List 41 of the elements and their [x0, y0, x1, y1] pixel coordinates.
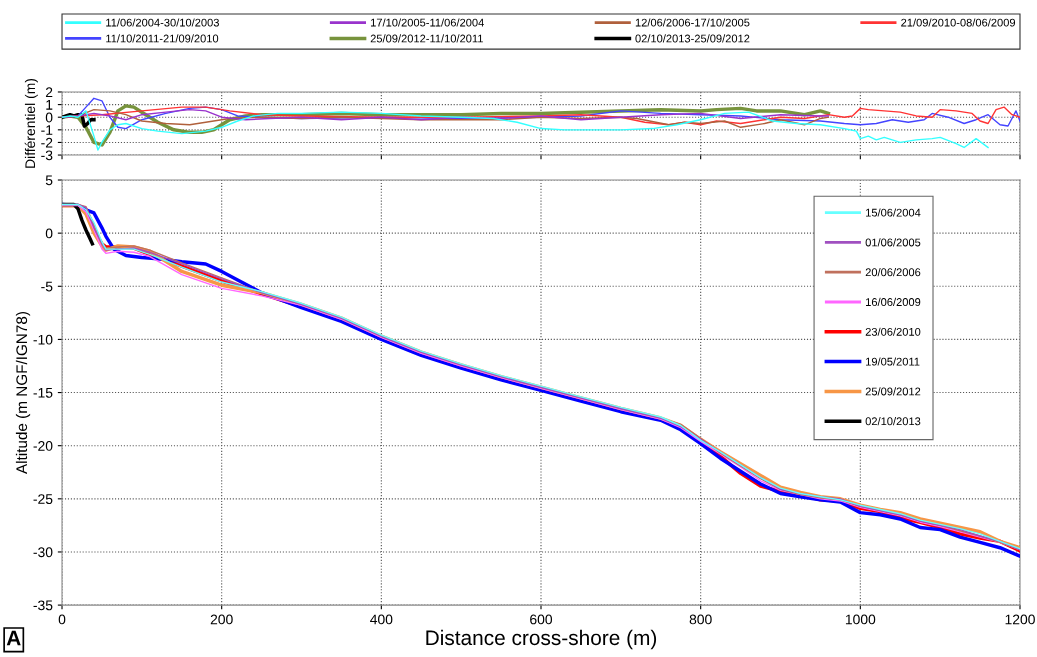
- x-tick-label: 800: [689, 614, 712, 625]
- y-tick-label: 1: [46, 100, 53, 110]
- y-tick-label: -15: [33, 388, 53, 398]
- y-tick-label: -20: [33, 441, 53, 451]
- legend-label: 23/06/2010: [865, 327, 921, 336]
- legend-label: 16/06/2009: [866, 297, 921, 306]
- legend-label: 25/09/2012-11/10/2011: [370, 34, 483, 43]
- x-tick-label: 200: [210, 614, 233, 625]
- x-tick-label: 1000: [845, 614, 876, 625]
- legend-label: 11/06/2004-30/10/2003: [106, 18, 219, 27]
- legend-label: 02/10/2013: [865, 417, 921, 426]
- x-tick-label: 400: [370, 614, 393, 625]
- y-axis-title: Altitude (m NGF/IGN78): [15, 312, 31, 475]
- x-axis-title: Distance cross-shore (m): [426, 629, 657, 650]
- legend-label: 02/10/2013-25/09/2012: [635, 34, 750, 43]
- legend-label: 01/06/2005: [865, 238, 921, 247]
- y-tick-label: -30: [33, 547, 53, 558]
- legend-label: 11/10/2011-21/09/2010: [106, 34, 219, 43]
- legend-label: 15/06/2004: [866, 208, 921, 217]
- legend-label: 21/09/2010-08/06/2009: [901, 18, 1016, 27]
- y-tick-label: 0: [45, 228, 53, 239]
- legend-label: 20/06/2006: [865, 268, 921, 277]
- x-tick-label: 0: [58, 614, 66, 625]
- y-tick-label: -2: [41, 137, 53, 148]
- y-tick-label: -3: [41, 150, 53, 161]
- x-tick-label: 600: [530, 614, 553, 625]
- y-tick-label: -5: [41, 281, 53, 292]
- legend-label: 19/05/2011: [866, 357, 920, 366]
- y-tick-label: 0: [45, 112, 53, 123]
- y-tick-label: 2: [45, 87, 53, 98]
- x-tick-label: 1200: [1005, 614, 1035, 625]
- y-tick-label: -25: [33, 494, 53, 504]
- y-axis-title: Différentiel (m): [24, 78, 38, 168]
- text: A: [6, 630, 21, 646]
- y-tick-label: -1: [41, 125, 53, 135]
- y-tick-label: -10: [33, 334, 53, 345]
- y-tick-label: -35: [33, 600, 53, 611]
- legend-label: 12/06/2006-17/10/2005: [635, 18, 750, 27]
- legend-label: 17/10/2005-11/06/2004: [371, 18, 484, 27]
- y-tick-label: 5: [45, 175, 53, 186]
- legend-label: 25/09/2012: [865, 387, 921, 396]
